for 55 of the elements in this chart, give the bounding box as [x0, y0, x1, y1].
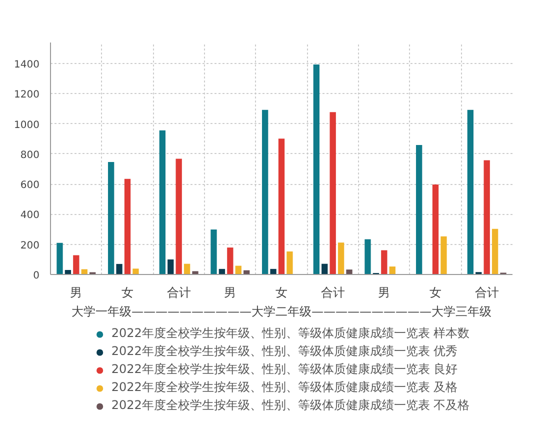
- bar: [286, 251, 293, 274]
- bar: [81, 269, 88, 274]
- y-tick-label: 600: [20, 180, 40, 192]
- bar: [338, 242, 344, 274]
- x-tick-label: 男: [224, 286, 236, 300]
- y-tick-label: 800: [20, 150, 40, 161]
- bar: [389, 266, 396, 274]
- bar: [440, 236, 447, 274]
- bar: [330, 112, 336, 274]
- x-tick-label: 男: [378, 286, 390, 300]
- bar: [416, 144, 422, 274]
- y-tick-label: 1400: [14, 60, 40, 71]
- bar: [270, 268, 276, 274]
- x-tick-label: 合计: [320, 286, 345, 300]
- y-tick-label: 400: [20, 210, 40, 222]
- bar: [381, 250, 388, 274]
- bar: [159, 130, 166, 274]
- bar: [262, 110, 268, 274]
- bar: [278, 138, 285, 274]
- bar: [364, 239, 371, 274]
- bar: [176, 158, 182, 274]
- bar: [346, 270, 352, 274]
- y-tick-label: 1000: [14, 120, 40, 131]
- bar: [56, 242, 63, 274]
- bar: [168, 259, 174, 274]
- bar: [484, 160, 490, 274]
- bar: [492, 228, 498, 274]
- bar: [124, 178, 131, 274]
- bar: [432, 184, 439, 274]
- x-axis-title: 大学一年级——————————大学二年级——————————大学三年级: [72, 304, 492, 318]
- x-tick-label: 合计: [474, 286, 499, 300]
- x-tick-label: 合计: [166, 286, 191, 300]
- bar: [108, 162, 114, 274]
- bar: [73, 255, 80, 274]
- bar: [184, 264, 190, 274]
- legend-label: 2022年度全校学生按年级、性别、等级体质健康成绩一览表 及格: [111, 379, 458, 396]
- y-tick-label: 0: [33, 270, 40, 282]
- x-tick-label: 男: [70, 286, 82, 300]
- legend-label: 2022年度全校学生按年级、性别、等级体质健康成绩一览表 不及格: [111, 397, 470, 414]
- bar: [313, 64, 320, 274]
- x-tick-label: 女: [276, 286, 288, 300]
- y-tick-label: 1200: [14, 90, 40, 101]
- bar: [467, 110, 474, 274]
- bar: [116, 264, 122, 274]
- bar: [227, 248, 234, 274]
- bar: [210, 229, 217, 274]
- legend-label: 2022年度全校学生按年级、性别、等级体质健康成绩一览表 优秀: [111, 343, 458, 360]
- bar: [192, 271, 198, 274]
- legend-label: 2022年度全校学生按年级、性别、等级体质健康成绩一览表 良好: [111, 361, 458, 378]
- x-tick-label: 女: [122, 286, 134, 300]
- x-tick-label: 女: [430, 286, 442, 300]
- y-tick-label: 200: [20, 240, 40, 252]
- bar: [132, 268, 139, 274]
- legend-label: 2022年度全校学生按年级、性别、等级体质健康成绩一览表 样本数: [111, 325, 470, 342]
- bar: [322, 264, 328, 274]
